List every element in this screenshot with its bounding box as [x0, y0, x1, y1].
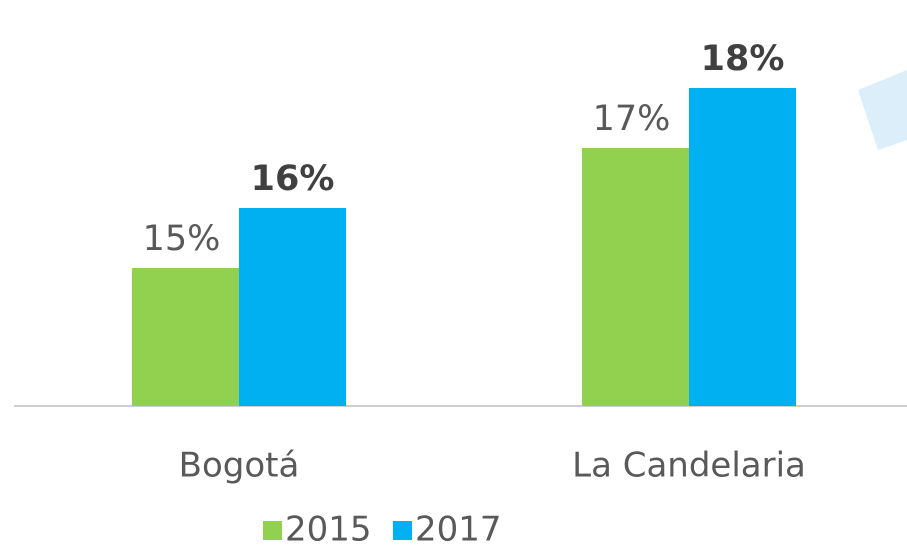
x-tick-label: Bogotá: [179, 446, 300, 486]
bar: [689, 88, 796, 406]
bar: [132, 268, 239, 406]
legend-swatch: [263, 521, 282, 540]
data-label: 17%: [593, 99, 671, 139]
data-label: 18%: [701, 39, 785, 79]
legend-label: 2017: [415, 510, 502, 550]
decoration: [858, 70, 907, 150]
bar: [582, 148, 689, 406]
legend-swatch: [393, 521, 412, 540]
bar: [239, 208, 346, 406]
x-tick-label: La Candelaria: [572, 446, 806, 486]
data-label: 15%: [143, 219, 221, 259]
legend-label: 2015: [285, 510, 372, 550]
data-label: 16%: [251, 159, 335, 199]
